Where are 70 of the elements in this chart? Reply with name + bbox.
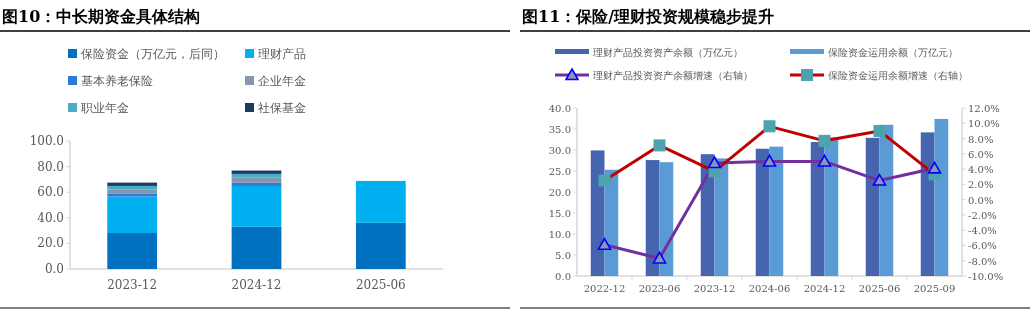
y-tick-label: 15.0 [548, 208, 571, 219]
bar [755, 148, 770, 276]
y2-tick-label: 2.0% [968, 179, 994, 191]
bar [355, 222, 406, 269]
y-tick-label: 80.0 [37, 159, 64, 174]
bar [355, 180, 406, 223]
bar [107, 189, 158, 194]
x-tick-label: 2024-12 [231, 278, 282, 292]
y-tick-label: 0.0 [555, 271, 571, 282]
x-tick-label: 2023-12 [693, 283, 736, 294]
legend-label: 企业年金 [258, 74, 306, 88]
y2-tick-label: 4.0% [968, 164, 994, 176]
y-tick-label: 60.0 [37, 185, 64, 200]
y-tick-label: 30.0 [548, 145, 571, 156]
bar [934, 118, 949, 276]
bar [231, 177, 282, 183]
bar [107, 233, 158, 269]
bar [231, 173, 282, 178]
y2-tick-label: 0.0% [968, 194, 994, 206]
y2-tick-label: 6.0% [968, 148, 994, 160]
x-tick-label: 2023-12 [107, 278, 158, 292]
y2-tick-label: -4.0% [968, 225, 997, 237]
bar [645, 160, 660, 276]
x-tick-label: 2025-06 [355, 278, 406, 292]
y2-tick-label: 10.0% [968, 118, 1000, 130]
bar [810, 142, 825, 276]
bar [769, 146, 784, 276]
bar [590, 150, 605, 276]
y2-tick-label: -10.0% [968, 271, 1004, 282]
legend-label: 基本养老保险 [81, 74, 153, 88]
legend-label: 保险资金运用余额增速（右轴） [828, 70, 968, 81]
chart-title: 图10：中长期资金具体结构 [2, 7, 201, 26]
x-tick-label: 2022-12 [583, 283, 626, 294]
chart-title: 图11：保险/理财投资规模稳步提升 [522, 7, 775, 26]
y-tick-label: 40.0 [37, 210, 64, 225]
y2-tick-label: -8.0% [968, 255, 997, 267]
bar [107, 196, 158, 234]
legend-label: 保险资金运用余额（万亿元） [828, 47, 958, 58]
x-tick-label: 2025-09 [913, 283, 956, 294]
bar [231, 226, 282, 269]
y-tick-label: 35.0 [548, 124, 571, 135]
legend-label: 职业年金 [81, 101, 129, 115]
y-tick-label: 20.0 [548, 187, 571, 198]
bar [865, 137, 880, 276]
y-tick-label: 10.0 [548, 229, 571, 240]
y2-tick-label: -2.0% [968, 209, 997, 221]
y2-tick-label: -6.0% [968, 240, 997, 252]
bar [107, 182, 158, 186]
legend-label: 保险资金（万亿元，后同） [81, 47, 225, 61]
legend-label: 社保基金 [258, 101, 306, 115]
bar [920, 132, 935, 276]
bar [107, 185, 158, 190]
legend-label: 理财产品 [258, 47, 306, 61]
x-tick-label: 2025-06 [858, 283, 901, 294]
y-tick-label: 25.0 [548, 166, 571, 177]
x-tick-label: 2023-06 [638, 283, 681, 294]
y-tick-label: 0.0 [44, 262, 64, 276]
y2-tick-label: 12.0% [968, 103, 1000, 114]
legend-label: 理财产品投资资产余额增速（右轴） [593, 70, 753, 81]
y2-tick-label: 8.0% [968, 133, 994, 145]
y-tick-label: 5.0 [555, 250, 571, 261]
x-tick-label: 2024-12 [803, 283, 846, 294]
x-tick-label: 2024-06 [748, 283, 791, 294]
y-tick-label: 100.0 [29, 134, 64, 148]
y-tick-label: 20.0 [37, 236, 64, 251]
y-tick-label: 40.0 [548, 103, 571, 114]
bar [231, 182, 282, 186]
bar [231, 185, 282, 227]
bar [107, 193, 158, 197]
legend-label: 理财产品投资资产余额（万亿元） [593, 47, 743, 58]
